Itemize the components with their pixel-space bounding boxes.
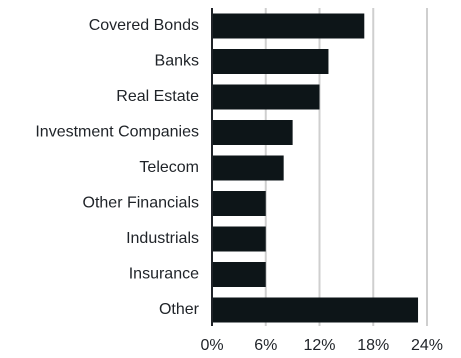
category-label: Banks [155,53,199,70]
bar [212,191,266,216]
category-label: Covered Bonds [89,17,199,34]
category-label: Other Financials [83,195,200,212]
x-tick-label: 0% [200,337,223,354]
bar [212,13,365,39]
bar [212,297,419,323]
category-label: Real Estate [116,88,199,105]
category-label: Telecom [139,159,199,176]
bars [212,13,419,323]
x-tick-label: 24% [411,337,443,354]
bar [212,49,329,74]
bar [212,155,284,181]
x-tick-labels: 0% 6% 12% 18% 24% [200,337,443,354]
bar [212,120,293,145]
category-label: Industrials [126,230,199,247]
x-tick-label: 12% [303,337,335,354]
category-label: Other [159,301,200,318]
bar [212,84,320,110]
bar [212,226,266,252]
category-labels: Covered Bonds Banks Real Estate Investment … [35,17,199,318]
x-tick-label: 18% [357,337,389,354]
category-label: Investment Companies [35,124,199,141]
bar [212,262,266,287]
category-label: Insurance [129,266,199,283]
x-tick-label: 6% [254,337,277,354]
